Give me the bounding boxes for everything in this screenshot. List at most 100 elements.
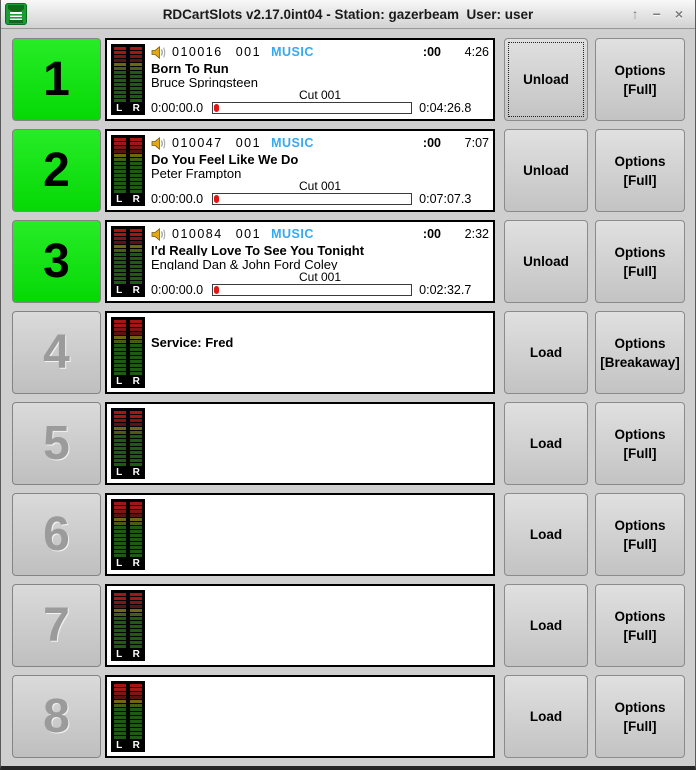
slot-6-cart-display: L R [105,493,495,576]
slot-4-start-button[interactable]: 4 [12,311,101,394]
meter-left-label: L [116,649,123,660]
cut-label: Cut 001 [298,88,342,102]
options-label: Options [614,608,666,624]
elapsed-time: 0:00:00.0 [151,101,204,115]
position-bar[interactable] [212,193,413,205]
minimize-window-icon[interactable]: − [652,6,661,22]
slot-6-load-button[interactable]: Load [504,493,588,576]
speaker-icon [151,45,166,59]
cart-length: 4:26 [464,45,489,59]
slot-3-options-button[interactable]: Options [Full] [595,220,685,303]
meter-right-column [130,684,142,739]
meter-left-column [114,502,126,557]
audio-level-meter: L R [111,226,145,297]
speaker-icon [151,227,166,241]
cart-artist: England Dan & John Ford Coley [151,257,338,270]
position-bar[interactable] [212,284,413,296]
slot-3-unload-button[interactable]: Unload [504,220,588,303]
meter-left-column [114,411,126,466]
position-bar[interactable] [212,102,413,114]
slot-7-load-button[interactable]: Load [504,584,588,667]
cart-slot-2: 2 L R [12,129,685,212]
group-name: MUSIC [271,45,314,59]
slot-8-load-button[interactable]: Load [504,675,588,758]
group-name: MUSIC [271,136,314,150]
position-marker [214,195,220,203]
cut-number: 001 [235,136,262,150]
cart-slot-4: 4 L R Service: Fred Load [12,311,685,394]
position-marker [214,286,220,294]
slot-4-options-button[interactable]: Options [Breakaway] [595,311,685,394]
options-mode: [Full] [623,445,657,461]
cart-number: 010016 [172,45,223,59]
remaining-time: 0:04:26.8 [419,101,472,115]
options-label: Options [614,153,666,169]
slot-2-unload-button[interactable]: Unload [504,129,588,212]
options-label: Options [614,244,666,260]
slot-4-cart-display: L R Service: Fred [105,311,495,394]
options-mode: [Full] [623,263,657,279]
cut-label: Cut 001 [298,179,342,193]
slot-6-options-button[interactable]: Options [Full] [595,493,685,576]
remaining-time: 0:02:32.7 [419,283,472,297]
meter-left-label: L [116,558,123,569]
meter-right-column [130,502,142,557]
title-bar[interactable]: RDCartSlots v2.17.0int04 - Station: gaze… [1,0,695,29]
slot-8-options-button[interactable]: Options [Full] [595,675,685,758]
slot-7-start-button[interactable]: 7 [12,584,101,667]
meter-right-column [130,47,142,102]
slot-7-options-button[interactable]: Options [Full] [595,584,685,667]
options-label: Options [614,517,666,533]
meter-right-column [130,229,142,284]
slot-2-cart-display: L R 010047 001 [105,129,495,212]
slot-4-load-button[interactable]: Load [504,311,588,394]
slot-1-options-button[interactable]: Options [Full] [595,38,685,121]
slot-1-start-button[interactable]: 1 [12,38,101,121]
options-mode: [Full] [623,172,657,188]
meter-right-label: R [132,285,140,296]
meter-left-column [114,593,126,648]
talk-time: :00 [422,136,441,150]
slot-8-start-button[interactable]: 8 [12,675,101,758]
shade-window-icon[interactable]: ↑ [631,6,639,22]
slot-6-start-button[interactable]: 6 [12,493,101,576]
cart-artist: Bruce Springsteen [151,75,258,88]
window-controls: ↑ − × [632,7,683,21]
cart-slot-8: 8 L R Load Options [Full] [12,675,685,758]
elapsed-time: 0:00:00.0 [151,283,204,297]
slot-5-options-button[interactable]: Options [Full] [595,402,685,485]
cut-number: 001 [235,227,262,241]
close-window-icon[interactable]: × [674,6,683,22]
slot-5-start-button[interactable]: 5 [12,402,101,485]
meter-left-label: L [116,467,123,478]
audio-level-meter: L R [111,499,145,570]
slot-5-load-button[interactable]: Load [504,402,588,485]
slot-1-cart-display: L R 010016 001 [105,38,495,121]
slot-7-cart-display: L R [105,584,495,667]
slot-8-cart-display: L R [105,675,495,758]
options-mode: [Breakaway] [600,354,680,370]
slot-list: 1 L R [1,29,695,758]
cart-slot-7: 7 L R Load Options [Full] [12,584,685,667]
cart-title: Born To Run [151,61,229,74]
audio-level-meter: L R [111,590,145,661]
audio-level-meter: L R [111,317,145,388]
meter-right-label: R [132,558,140,569]
cart-length: 7:07 [464,136,489,150]
meter-right-label: R [132,740,140,751]
meter-left-label: L [116,376,123,387]
options-label: Options [614,62,666,78]
slot-3-start-button[interactable]: 3 [12,220,101,303]
options-mode: [Full] [623,718,657,734]
slot-1-unload-button[interactable]: Unload [504,38,588,121]
slot-2-start-button[interactable]: 2 [12,129,101,212]
meter-left-column [114,229,126,284]
speaker-icon [151,136,166,150]
slot-2-options-button[interactable]: Options [Full] [595,129,685,212]
cart-length: 2:32 [464,227,489,241]
meter-right-label: R [132,467,140,478]
remaining-time: 0:07:07.3 [419,192,472,206]
cart-artist: Peter Frampton [151,166,242,179]
meter-left-label: L [116,740,123,751]
options-mode: [Full] [623,627,657,643]
